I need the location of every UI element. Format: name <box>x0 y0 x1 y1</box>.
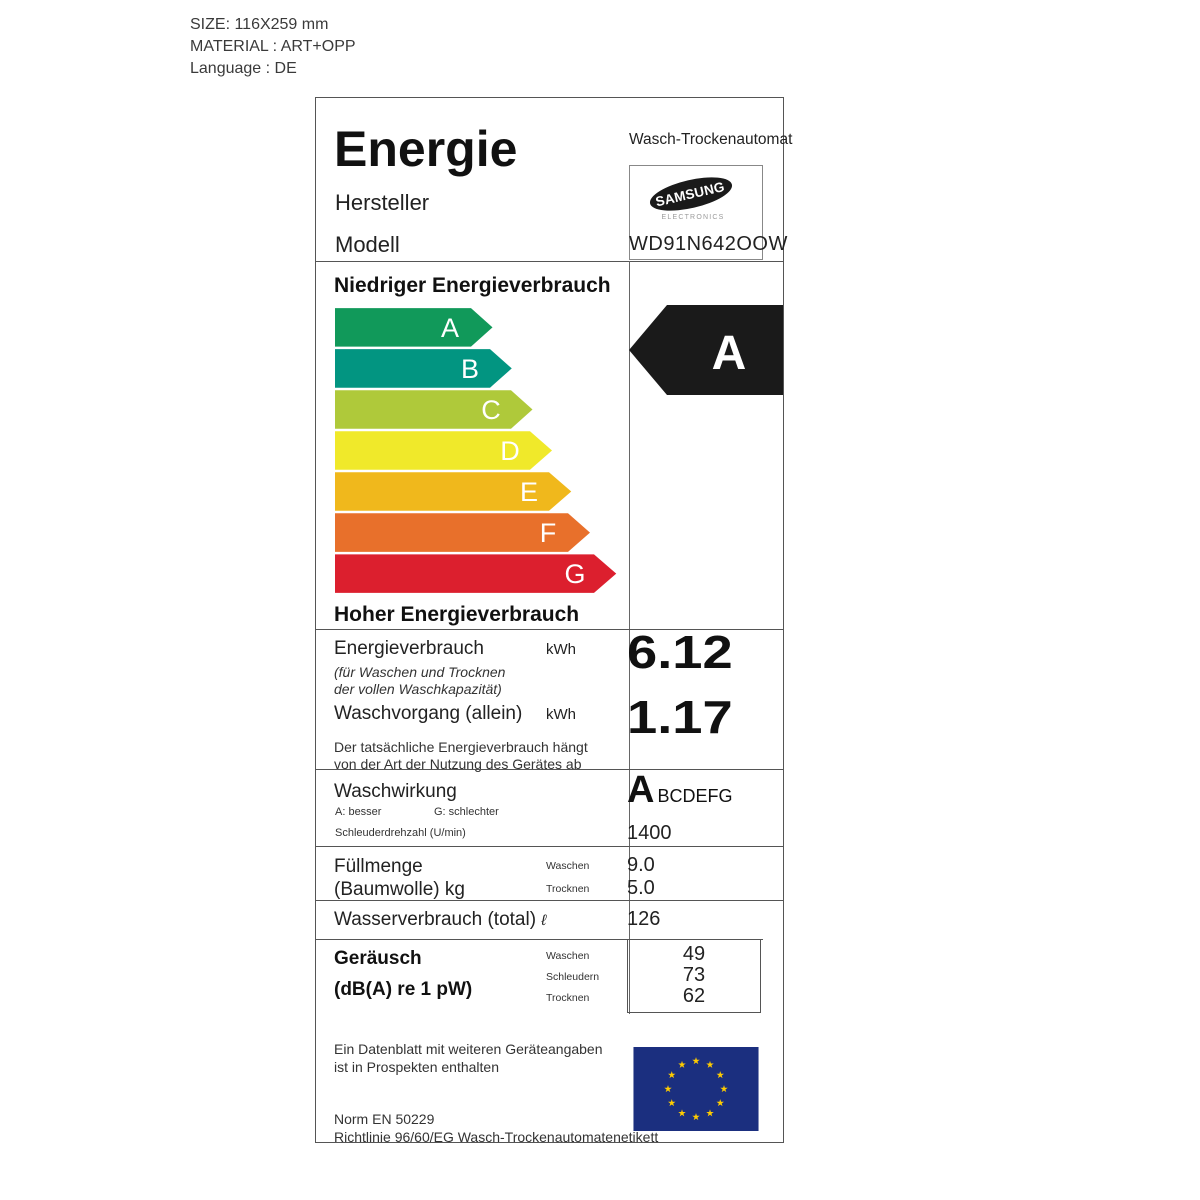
svg-text:F: F <box>540 518 557 548</box>
svg-text:E: E <box>520 477 538 507</box>
svg-text:G: G <box>564 559 585 589</box>
svg-text:A: A <box>712 327 747 380</box>
svg-text:B: B <box>461 354 479 384</box>
svg-text:C: C <box>481 395 501 425</box>
svg-text:D: D <box>500 436 520 466</box>
svg-text:A: A <box>441 313 459 343</box>
